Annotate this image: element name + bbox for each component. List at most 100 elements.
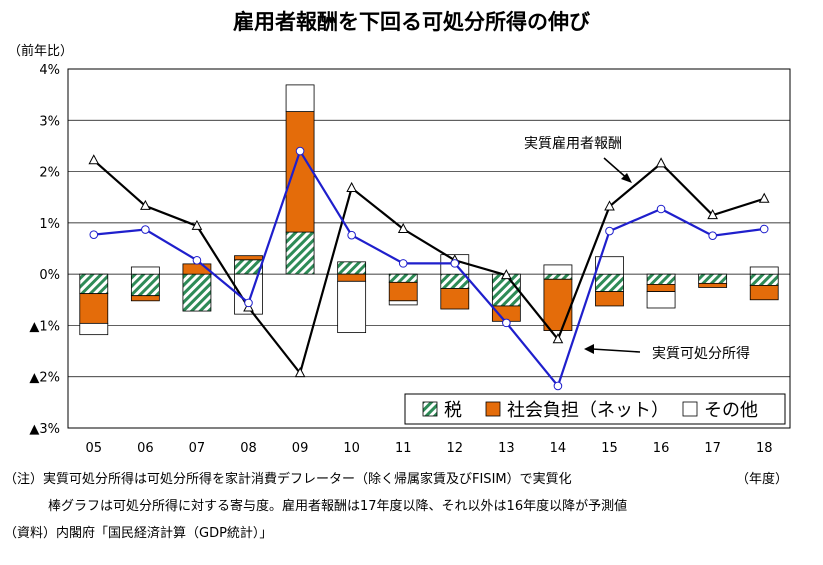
- legend-label: 社会負担（ネット）: [507, 400, 669, 421]
- x-tick-label: 06: [137, 441, 154, 456]
- annotation-compensation: 実質雇用者報酬: [524, 135, 622, 152]
- x-tick-label: 16: [653, 441, 670, 456]
- bar-segment-tax: [130, 273, 160, 297]
- disposable-income-point: [89, 230, 99, 239]
- bar-segment-other: [749, 266, 779, 275]
- y-tick-label: 4%: [39, 63, 60, 78]
- legend-swatch-other: [682, 401, 698, 417]
- disposable-income-point: [295, 146, 305, 156]
- bar-segment-social-burden: [285, 111, 315, 233]
- x-tick-label: 13: [498, 441, 515, 456]
- bar-segment-social-burden: [130, 295, 160, 302]
- bar-segment-social-burden: [698, 282, 728, 288]
- bar-segment-tax: [337, 261, 367, 275]
- compensation-point: [88, 154, 100, 165]
- note-line-2: 棒グラフは可処分所得に対する寄与度。雇用者報酬は17年度以降、それ以外は16年度…: [48, 499, 628, 514]
- x-tick-label: 08: [240, 441, 257, 456]
- line-layer: [88, 146, 770, 391]
- disposable-income-point: [192, 255, 202, 265]
- annotation-arrowhead-disposable-income: [584, 344, 594, 354]
- disposable-income-line: [93, 148, 765, 389]
- axis-layer: 4% 3% 2% 1% 0% ▲1% ▲2% ▲3% 05 06 07 08 09 10 11 12 13 14 1…: [29, 63, 772, 456]
- bar-segment-other: [79, 322, 109, 336]
- bar-segment-tax: [698, 273, 728, 284]
- bar-segment-tax: [595, 273, 624, 292]
- disposable-income-point: [398, 259, 408, 268]
- x-tick-label: 17: [704, 441, 721, 456]
- y-tick-label: ▲3%: [29, 422, 60, 437]
- fiscal-year-label: （年度）: [736, 472, 789, 487]
- legend-swatch-tax: [422, 401, 438, 417]
- bar-segment-other: [388, 300, 418, 306]
- y-tick-label: 0%: [39, 268, 60, 283]
- bar-segment-social-burden: [440, 288, 470, 310]
- disposable-income-point: [553, 381, 563, 391]
- chart-title: 雇用者報酬を下回る可処分所得の伸び: [233, 10, 590, 34]
- bar-segment-tax: [285, 231, 315, 275]
- bar-segment-social-burden: [388, 281, 418, 302]
- compensation-point: [294, 367, 306, 378]
- legend: 税 社会負担（ネット） その他: [404, 393, 786, 425]
- disposable-income-point: [502, 318, 511, 328]
- compensation-point: [191, 219, 203, 230]
- bar-layer: [79, 84, 779, 336]
- bar-segment-tax: [388, 273, 418, 283]
- compensation-point: [707, 209, 718, 220]
- legend-label: 税: [444, 400, 462, 421]
- disposable-income-point: [244, 298, 253, 308]
- bar-segment-other: [646, 291, 676, 309]
- compensation-point: [346, 181, 357, 192]
- disposable-income-point: [141, 225, 150, 234]
- y-tick-label: 2%: [39, 166, 60, 181]
- bar-segment-social-burden: [595, 291, 624, 307]
- x-tick-label: 11: [395, 441, 412, 456]
- compensation-point: [655, 157, 667, 168]
- x-tick-label: 09: [292, 441, 309, 456]
- annotation-arrow-disposable-income: [591, 348, 641, 353]
- y-tick-label: 1%: [39, 217, 60, 232]
- compensation-point: [501, 269, 512, 280]
- bar-segment-tax: [646, 273, 676, 285]
- bar-segment-social-burden: [337, 273, 367, 282]
- disposable-income-point: [759, 224, 769, 234]
- bar-segment-social-burden: [646, 283, 676, 292]
- disposable-income-point: [708, 231, 717, 240]
- bar-segment-social-burden: [543, 278, 573, 331]
- bar-segment-tax: [749, 273, 779, 286]
- x-tick-label: 14: [550, 441, 567, 456]
- source-note: （資料）内閣府「国民経済計算（GDP統計）」: [4, 526, 273, 541]
- note-line-1: （注）実質可処分所得は可処分所得を家計消費デフレーター（除く帰属家賃及びFISI…: [4, 472, 572, 487]
- y-axis-unit-label: （前年比）: [8, 44, 74, 59]
- disposable-income-point: [450, 259, 460, 268]
- plot-frame: [67, 68, 791, 429]
- x-tick-label: 05: [86, 441, 103, 456]
- bar-segment-social-burden: [749, 285, 779, 301]
- x-tick-label: 18: [756, 441, 773, 456]
- compensation-point: [604, 200, 615, 211]
- compensation-point: [758, 192, 770, 203]
- compensation-point: [140, 199, 151, 210]
- x-tick-label: 10: [343, 441, 360, 456]
- bar-segment-tax: [182, 273, 212, 312]
- bar-segment-other: [337, 280, 367, 334]
- bar-segment-tax: [79, 273, 109, 295]
- bar-segment-other: [543, 264, 573, 275]
- x-tick-label: 15: [601, 441, 618, 456]
- legend-label: その他: [704, 400, 758, 421]
- y-tick-label: ▲1%: [29, 319, 60, 334]
- bar-segment-other: [595, 256, 624, 275]
- disposable-income-point: [656, 204, 666, 214]
- legend-swatch-social-burden: [485, 401, 501, 417]
- annotation-arrowhead-compensation: [621, 173, 632, 183]
- disposable-income-point: [347, 230, 356, 240]
- compensation-point: [397, 222, 409, 234]
- annotation-disposable-income: 実質可処分所得: [652, 345, 750, 362]
- legend-box: [404, 393, 786, 425]
- compensation-line: [93, 159, 765, 376]
- bar-segment-tax: [543, 273, 573, 280]
- x-tick-label: 07: [189, 441, 206, 456]
- y-tick-label: 3%: [39, 114, 60, 129]
- bar-segment-social-burden: [234, 255, 263, 261]
